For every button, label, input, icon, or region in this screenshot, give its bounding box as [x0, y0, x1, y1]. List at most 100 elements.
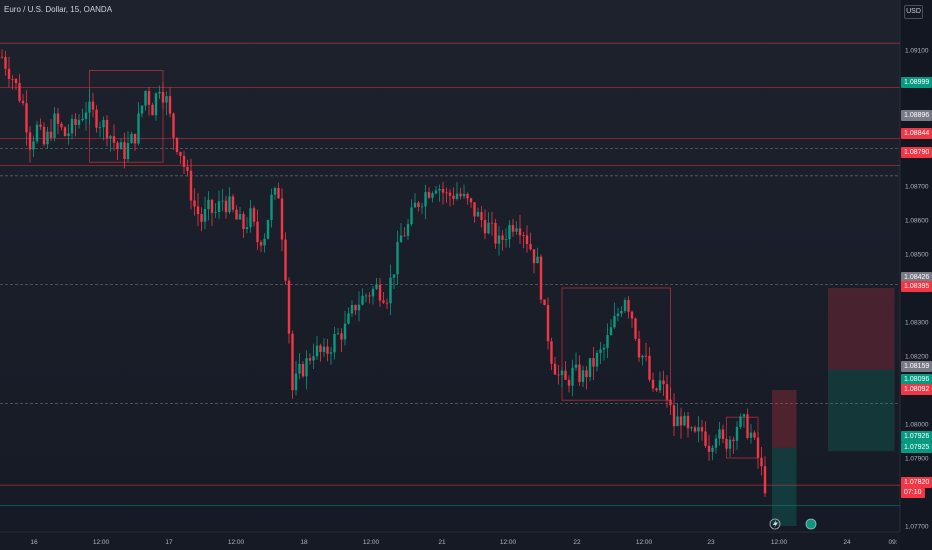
candle-body: [760, 457, 763, 467]
currency-button[interactable]: USD: [904, 5, 923, 19]
candle-body: [347, 313, 350, 324]
candle-body: [606, 335, 609, 348]
candle-body: [585, 370, 588, 377]
candle-body: [336, 333, 340, 335]
candle-body: [476, 212, 480, 217]
position-stop-zone: [772, 390, 797, 448]
current-price-countdown: 07:10: [901, 487, 925, 498]
candle-body: [571, 367, 574, 386]
price-tag: 1.08159: [901, 361, 932, 372]
y-tick-label: 1.08000: [905, 422, 929, 429]
candle-body: [588, 358, 592, 377]
candle-body: [511, 224, 515, 232]
candle-body: [602, 347, 606, 350]
candle-body: [137, 113, 140, 144]
candle-body: [581, 370, 585, 382]
candle-body: [375, 284, 378, 289]
candle-body: [102, 119, 105, 128]
candle-body: [417, 202, 420, 208]
candle-body: [693, 427, 697, 432]
candle-body: [515, 228, 518, 232]
candle-body: [63, 127, 67, 137]
candle-body: [700, 427, 704, 432]
candle-body: [214, 212, 217, 213]
candle-body: [67, 133, 70, 137]
candle-body: [182, 155, 186, 167]
candle-body: [368, 295, 371, 297]
candle-body: [312, 356, 315, 361]
candle-body: [364, 295, 368, 297]
candle-body: [648, 355, 651, 380]
candle-body: [669, 399, 672, 406]
candle-body: [74, 118, 77, 125]
candle-body: [539, 256, 543, 300]
candle-body: [525, 235, 529, 245]
x-tick-label: 16: [30, 539, 38, 546]
candle-body: [529, 244, 532, 250]
candle-body: [567, 379, 571, 386]
candle-body: [739, 416, 742, 427]
candle-body: [742, 414, 746, 417]
candle-body: [161, 91, 165, 103]
candle-body: [732, 439, 735, 441]
candle-body: [448, 192, 452, 196]
candle-body: [707, 445, 711, 452]
candle-body: [399, 235, 403, 243]
candle-body: [357, 304, 361, 311]
candle-body: [210, 199, 214, 213]
candle-body: [686, 415, 690, 429]
candle-body: [508, 224, 511, 240]
candle-body: [620, 311, 623, 314]
candle-body: [175, 137, 179, 153]
candle-body: [242, 214, 245, 230]
candle-body: [186, 166, 189, 171]
candle-body: [70, 118, 74, 134]
price-tag: 1.08096: [901, 374, 932, 385]
candle-body: [410, 207, 413, 225]
candle-body: [273, 188, 277, 195]
candle-body: [490, 222, 494, 224]
candle-body: [315, 345, 319, 357]
candle-body: [501, 235, 504, 240]
candle-body: [14, 79, 18, 84]
candle-body: [494, 222, 497, 244]
candle-body: [305, 358, 308, 377]
candle-body: [441, 188, 445, 193]
candle-body: [613, 316, 616, 328]
candle-body: [452, 195, 455, 199]
candle-body: [154, 93, 158, 116]
zone-box: [561, 287, 671, 401]
y-tick-label: 1.09100: [905, 48, 929, 55]
candle-body: [280, 198, 284, 240]
candle-body: [291, 333, 294, 391]
candle-body: [46, 131, 49, 145]
zone-box: [726, 416, 759, 459]
candle-body: [88, 101, 91, 113]
candle-body: [95, 109, 98, 128]
candle-body: [266, 220, 270, 239]
candle-body: [168, 96, 172, 114]
x-tick-label: 12:00: [228, 539, 245, 546]
candle-body: [60, 123, 63, 128]
candle-body: [651, 379, 655, 389]
candle-body: [245, 227, 249, 230]
candle-body: [172, 113, 175, 138]
candle-body: [130, 133, 133, 144]
candle-body: [382, 300, 385, 303]
candle-body: [455, 193, 459, 199]
candle-body: [385, 302, 389, 304]
candle-body: [207, 199, 210, 210]
candle-body: [231, 196, 235, 210]
candle-body: [459, 193, 462, 197]
y-tick-label: 1.08700: [905, 184, 929, 191]
candle-body: [487, 222, 490, 234]
candle-body: [252, 208, 256, 222]
candle-body: [546, 305, 550, 342]
candle-body: [609, 327, 613, 336]
candle-body: [343, 323, 347, 340]
candle-body: [319, 345, 322, 352]
candle-body: [39, 124, 42, 127]
price-tag: 1.07926: [901, 431, 932, 442]
candle-body: [424, 192, 427, 207]
